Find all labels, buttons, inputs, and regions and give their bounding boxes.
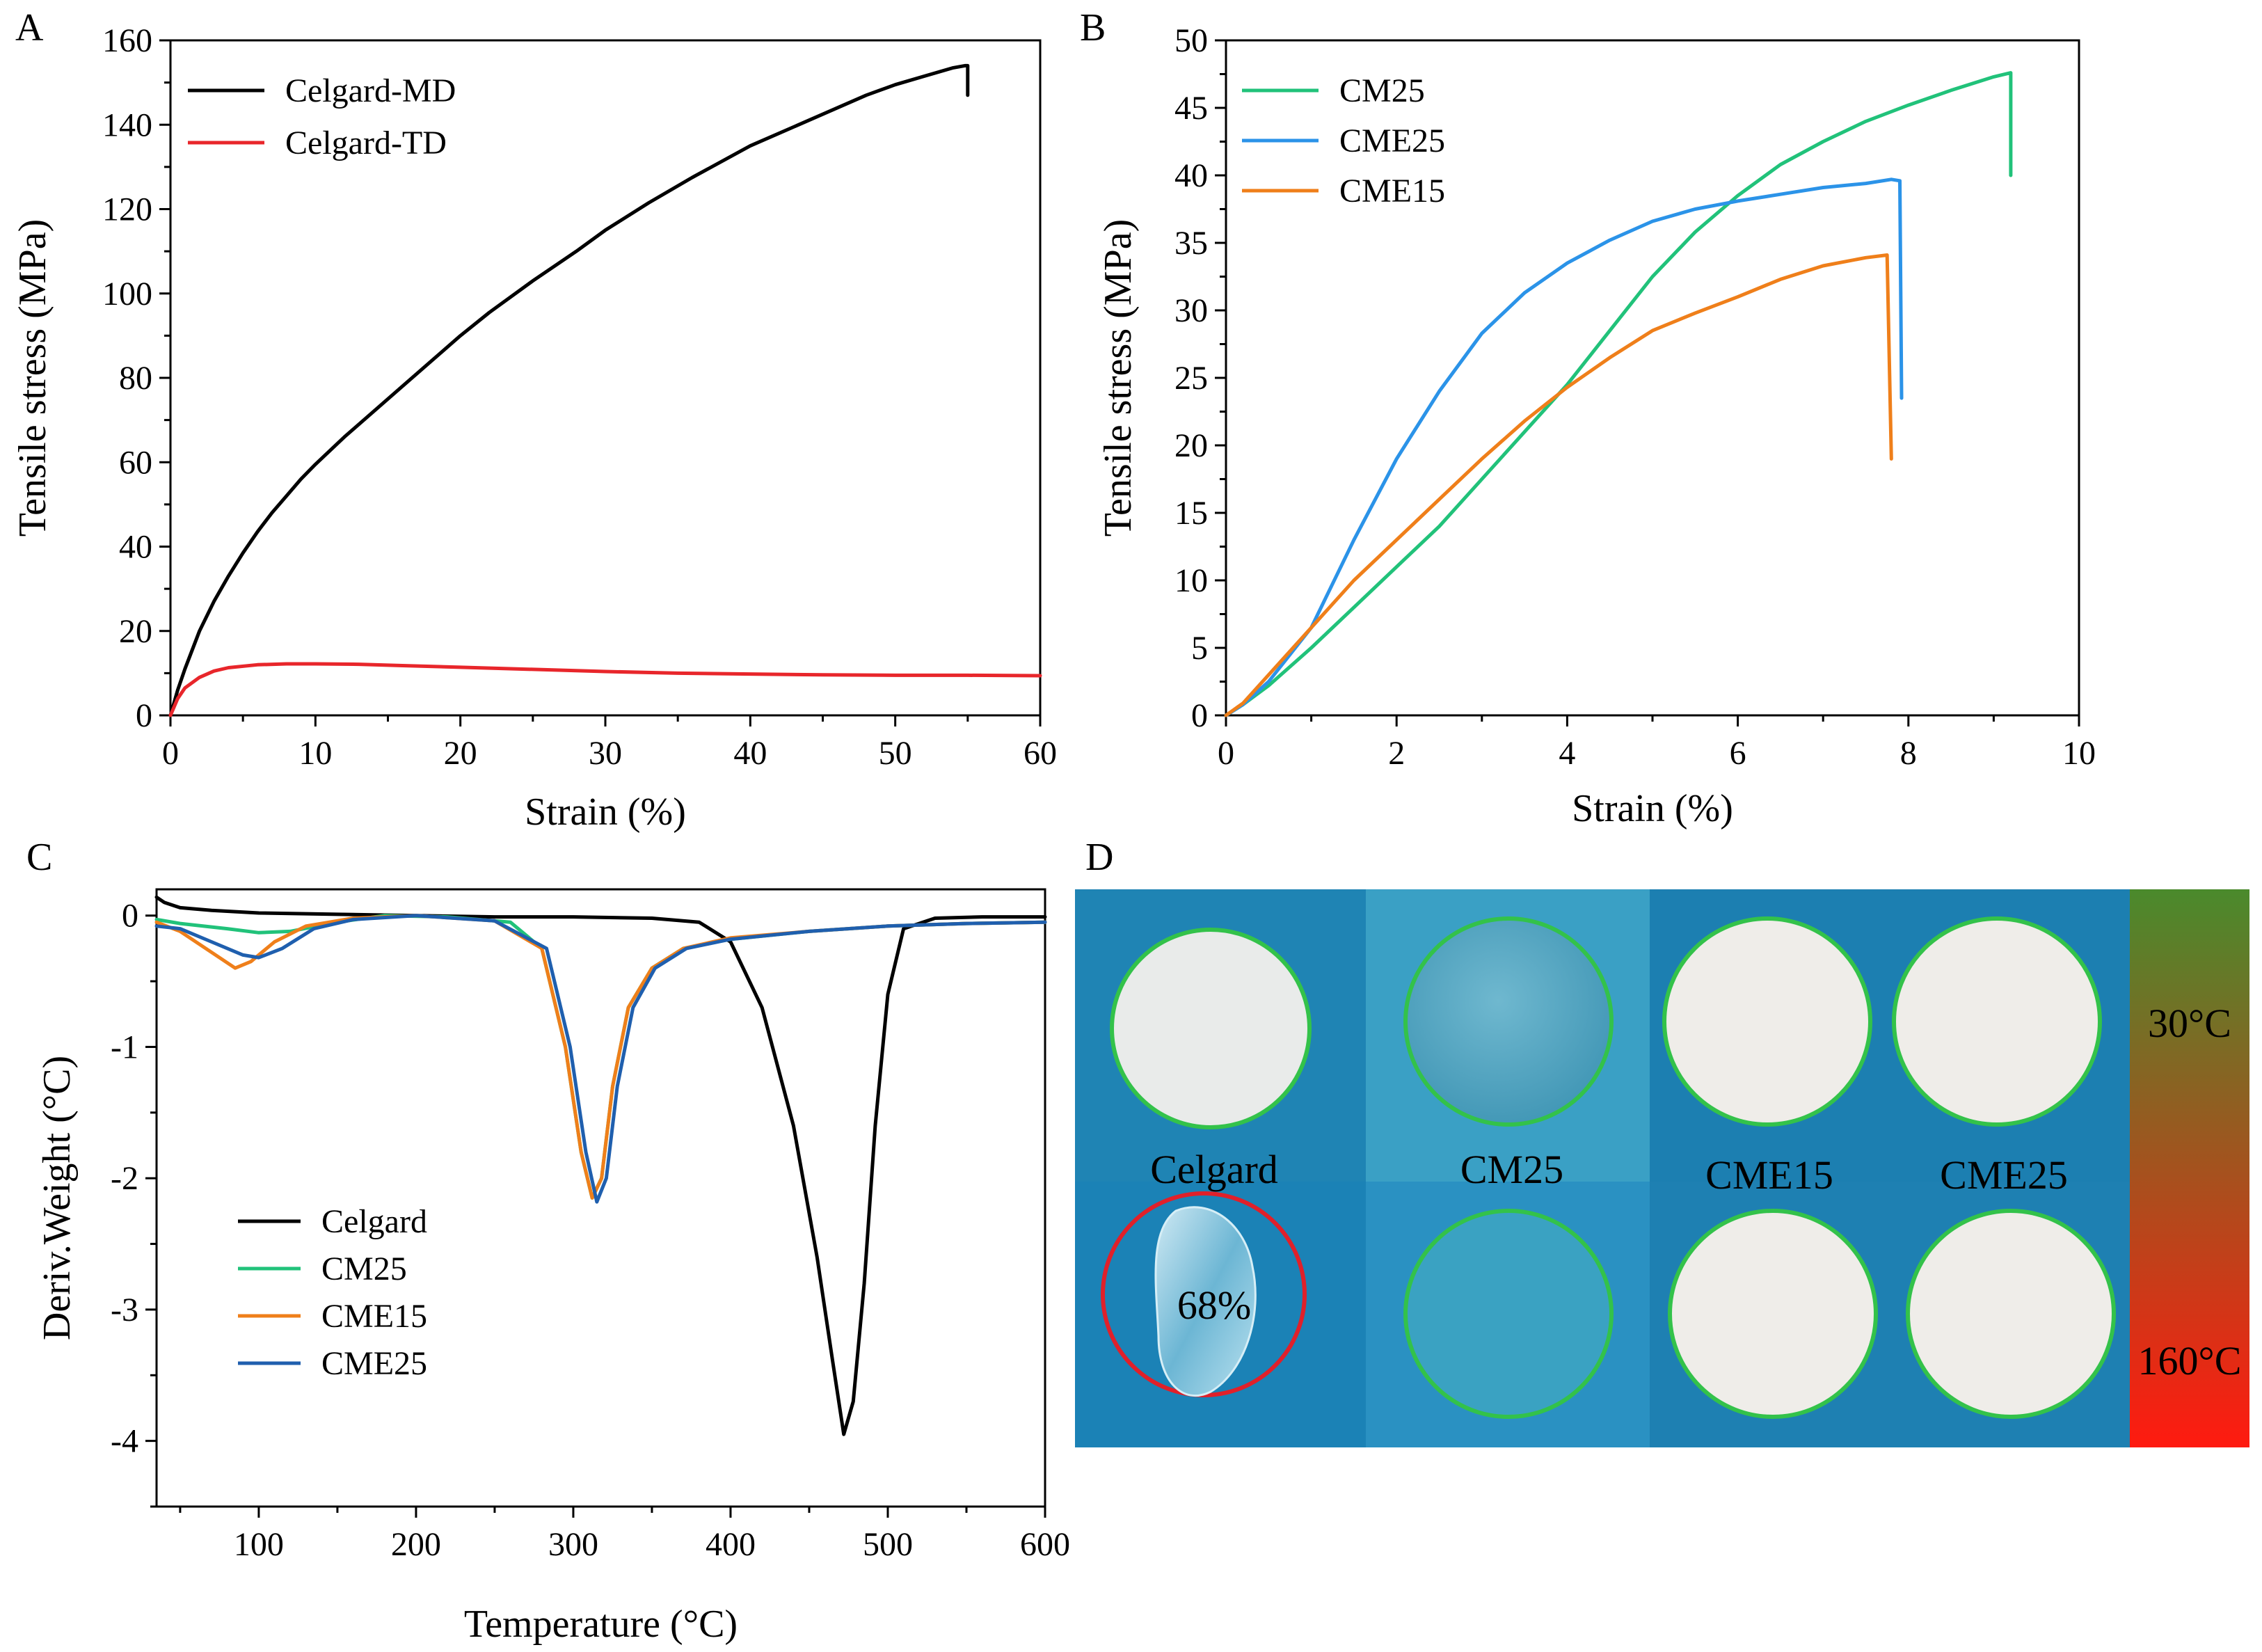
x-tick-label: 8: [1900, 735, 1917, 772]
x-axis-title: Strain (%): [525, 791, 686, 834]
legend-entry: CME25: [1339, 122, 1445, 159]
temp-label-30c: 30°C: [2148, 1001, 2231, 1046]
y-axis-title: Tensile stress (MPa): [1097, 219, 1140, 537]
x-tick-label: 30: [589, 735, 622, 772]
panel-letter-b: B: [1080, 6, 1106, 49]
shrinkage-percentage: 68%: [1177, 1282, 1251, 1328]
temperature-gradient-bar: [2130, 889, 2249, 1447]
y-tick-label: 10: [1174, 562, 1208, 599]
x-tick-label: 500: [863, 1526, 913, 1563]
chart-c: 100 200 300 400 500 600 0 -1 -2 -3 -4 Temperature (…: [35, 888, 1070, 1646]
y-tick-label: -4: [111, 1423, 138, 1460]
legend-entry: Celgard-MD: [285, 72, 456, 109]
y-tick-label: 5: [1191, 630, 1208, 667]
label-cme15: CME15: [1705, 1152, 1833, 1198]
legend-entry: CME15: [321, 1298, 427, 1335]
y-tick-label: -2: [111, 1160, 138, 1197]
cme25-membrane-30c: [1892, 916, 2102, 1127]
y-tick-label: 60: [119, 444, 152, 481]
x-tick-label: 20: [444, 735, 477, 772]
x-tick-label: 10: [2062, 735, 2096, 772]
y-tick-label: 25: [1174, 360, 1208, 397]
cm25-membrane-160c: [1403, 1209, 1614, 1419]
x-tick-label: 100: [234, 1526, 284, 1563]
x-tick-label: 2: [1388, 735, 1405, 772]
label-cm25: CM25: [1460, 1147, 1563, 1192]
y-tick-label: 140: [102, 106, 152, 143]
y-axis-title: Deriv.Weight (°C): [35, 1056, 79, 1340]
x-tick-label: 0: [162, 735, 179, 772]
chart-b: 0 2 4 6 8 10 0 5 10 15 20 25 30 35 40 45 50 Strain (%) Ten…: [1097, 22, 2096, 830]
x-tick-label: 50: [879, 735, 912, 772]
y-tick-label: 50: [1174, 22, 1208, 59]
legend-entry: CME15: [1339, 173, 1445, 209]
panel-letter-d: D: [1085, 836, 1113, 879]
panel-letter-a: A: [15, 6, 44, 49]
series-line-cme25: [1224, 177, 1904, 717]
y-tick-label: 0: [122, 898, 138, 935]
y-tick-label: 40: [119, 529, 152, 566]
cme15-membrane-160c: [1668, 1209, 1878, 1419]
y-tick-label: 15: [1174, 495, 1208, 532]
y-tick-label: 30: [1174, 292, 1208, 329]
y-axis-title: Tensile stress (MPa): [11, 219, 54, 537]
x-tick-label: 600: [1020, 1526, 1070, 1563]
y-tick-label: -1: [111, 1028, 138, 1065]
legend-entry: CME25: [321, 1345, 427, 1382]
x-tick-label: 0: [1218, 735, 1234, 772]
x-tick-label: 6: [1730, 735, 1746, 772]
x-tick-label: 40: [733, 735, 767, 772]
series-line-cme25: [154, 914, 1047, 1204]
x-tick-label: 400: [706, 1526, 756, 1563]
x-tick-label: 300: [548, 1526, 598, 1563]
y-tick-label: 0: [1191, 697, 1208, 734]
series-line-cm25: [154, 914, 1047, 1200]
celgard-melted-membrane: [1154, 1206, 1257, 1397]
series-line-cm25: [1224, 71, 2013, 717]
y-tick-label: 80: [119, 360, 152, 397]
plot-frame: [155, 888, 1046, 1508]
celgard-membrane-30c: [1110, 928, 1312, 1129]
y-tick-label: 120: [102, 191, 152, 228]
series-line-celgard-md: [168, 63, 970, 717]
temp-label-160c: 160°C: [2138, 1338, 2242, 1383]
y-tick-label: 20: [119, 613, 152, 650]
x-tick-label: 200: [391, 1526, 441, 1563]
series-line-celgard-td: [168, 662, 1042, 717]
x-tick-label: 10: [298, 735, 332, 772]
y-tick-label: 160: [102, 22, 152, 59]
legend-entry: Celgard-TD: [285, 125, 447, 161]
chart-a: 0 10 20 30 40 50 60 0 20 40 60 80 100 120 140 160 Strain…: [11, 22, 1057, 834]
label-celgard: Celgard: [1150, 1147, 1278, 1192]
x-tick-label: 4: [1559, 735, 1575, 772]
cme25-membrane-160c: [1906, 1209, 2116, 1419]
x-axis-title: Strain (%): [1572, 787, 1733, 830]
label-cme25: CME25: [1940, 1152, 2068, 1198]
y-tick-label: 20: [1174, 427, 1208, 464]
x-axis-title: Temperature (°C): [464, 1603, 738, 1646]
cm25-membrane-30c: [1403, 916, 1614, 1127]
y-tick-label: 45: [1174, 90, 1208, 127]
y-tick-label: 40: [1174, 157, 1208, 194]
panel-letter-c: C: [26, 836, 52, 879]
membrane-photo: Celgard CM25 CME15 CME25 68% 30°C 160°C: [1075, 889, 2249, 1447]
legend-entry: Celgard: [321, 1203, 427, 1240]
y-tick-label: -3: [111, 1292, 138, 1328]
legend-entry: CM25: [1339, 72, 1425, 109]
series-line-cme15: [154, 914, 1047, 1200]
cme15-membrane-30c: [1662, 916, 1872, 1127]
series-line-cme15: [1224, 253, 1893, 717]
y-tick-label: 35: [1174, 225, 1208, 262]
legend-entry: CM25: [321, 1250, 407, 1287]
series-line-celgard: [154, 895, 1047, 1436]
y-tick-label: 0: [136, 697, 152, 734]
x-tick-label: 60: [1024, 735, 1057, 772]
y-tick-label: 100: [102, 276, 152, 312]
